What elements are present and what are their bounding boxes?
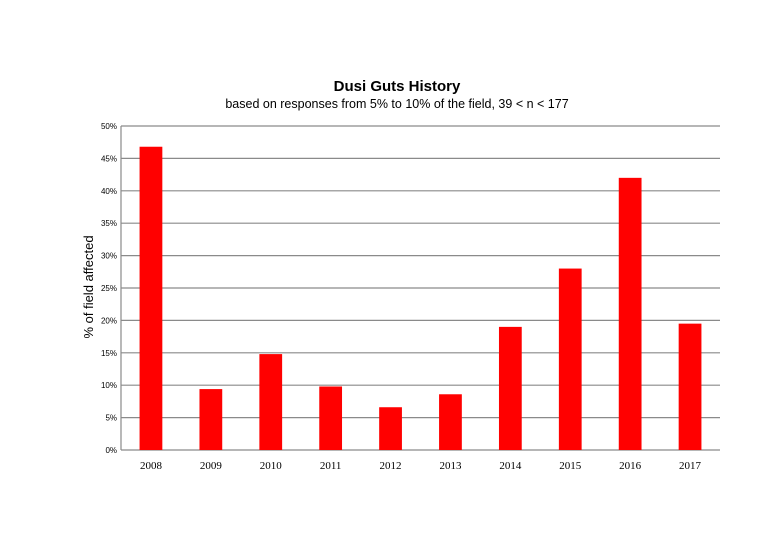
chart-title: Dusi Guts History (334, 78, 461, 95)
x-tick-label: 2014 (499, 460, 522, 472)
y-tick-label: 40% (101, 187, 117, 196)
y-tick-label: 45% (101, 154, 117, 163)
y-tick-label: 50% (101, 122, 117, 131)
y-tick-label: 20% (101, 316, 117, 325)
y-tick-label: 35% (101, 219, 117, 228)
y-tick-label: 25% (101, 284, 117, 293)
x-tick-label: 2009 (200, 460, 223, 472)
bar-2011 (319, 386, 343, 450)
x-tick-labels: 2008 2009 2010 2011 2012 2013 2014 2015 2016 2017 (140, 460, 702, 472)
x-tick-label: 2012 (380, 460, 402, 472)
y-tick-label: 5% (105, 414, 117, 423)
x-tick-label: 2015 (559, 460, 582, 472)
x-tick-label: 2017 (679, 460, 702, 472)
y-tick-label: 15% (101, 349, 117, 358)
x-tick-label: 2013 (439, 460, 462, 472)
y-axis-label: % of field affected (81, 235, 96, 338)
bar-2012 (379, 407, 402, 450)
x-tick-label: 2008 (140, 460, 163, 472)
x-tick-label: 2016 (619, 460, 642, 472)
y-tick-label: 30% (101, 252, 117, 261)
bar-2014 (498, 326, 522, 450)
x-tick-label: 2011 (320, 460, 342, 472)
y-tick-label: 10% (101, 381, 117, 390)
bar-2009 (199, 389, 223, 450)
bars (139, 146, 702, 450)
bar-2008 (139, 146, 163, 450)
y-tick-labels: 0% 5% 10% 15% 20% 25% 30% 35% 40% 45% 50% (101, 122, 117, 455)
x-tick-label: 2010 (260, 460, 283, 472)
y-tick-label: 0% (105, 446, 117, 455)
chart-subtitle: based on responses from 5% to 10% of the… (225, 97, 568, 111)
bar-2017 (678, 323, 702, 450)
bar-2013 (439, 394, 462, 450)
bar-2010 (259, 354, 283, 450)
bar-2015 (558, 268, 582, 450)
bar-2016 (618, 177, 642, 450)
